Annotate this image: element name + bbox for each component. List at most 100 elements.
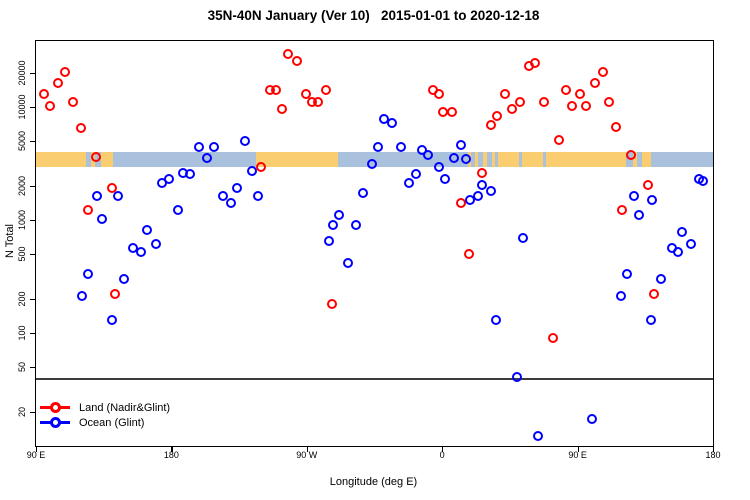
ocean-data-point <box>247 165 258 176</box>
band-segment-ocean <box>85 152 91 167</box>
ocean-data-point <box>411 169 422 180</box>
land-data-point <box>438 107 449 118</box>
x-axis-label: Longitude (deg E) <box>329 476 418 488</box>
ocean-data-point <box>107 314 118 325</box>
land-data-point <box>567 101 578 112</box>
land-data-point <box>277 104 288 115</box>
band-segment-land <box>642 152 652 167</box>
land-data-point <box>320 84 331 95</box>
ocean-data-point <box>328 219 339 230</box>
ocean-data-point <box>239 136 250 147</box>
ocean-data-point <box>194 141 205 152</box>
land-data-point <box>433 88 444 99</box>
band-segment-land <box>482 152 488 167</box>
band-segment-ocean <box>518 152 522 167</box>
ocean-data-point <box>511 372 522 383</box>
ocean-data-point <box>629 191 640 202</box>
land-data-point <box>456 197 467 208</box>
legend-item-land: Land (Nadir&Glint) <box>40 400 170 415</box>
land-data-point <box>626 150 637 161</box>
ocean-data-point <box>417 145 428 156</box>
ocean-data-point <box>395 141 406 152</box>
land-data-point <box>492 111 503 122</box>
y-tick <box>30 186 36 188</box>
ocean-data-point <box>150 239 161 250</box>
ocean-data-point <box>96 214 107 225</box>
band-segment-land <box>491 152 495 167</box>
ocean-data-point <box>645 314 656 325</box>
y-tick <box>30 299 36 301</box>
land-data-point <box>271 84 282 95</box>
land-data-point <box>597 67 608 78</box>
ocean-data-point <box>460 154 471 165</box>
legend-label-land: Land (Nadir&Glint) <box>79 401 171 414</box>
x-tick-label: 0 <box>439 450 445 460</box>
x-tick <box>171 446 173 452</box>
legend: Land (Nadir&Glint) Ocean (Glint) <box>40 400 170 430</box>
ocean-data-point <box>615 291 626 301</box>
ocean-data-point <box>350 219 361 230</box>
band-segment-ocean <box>112 152 256 167</box>
x-tick-label: 90 E <box>568 450 587 460</box>
land-data-point <box>499 88 510 99</box>
ocean-data-point <box>698 175 709 186</box>
y-tick-label: 50 <box>17 362 27 373</box>
y-tick-label: 10000 <box>17 94 27 120</box>
band-segment-ocean <box>651 152 713 167</box>
band-segment-ocean <box>487 152 492 167</box>
ocean-legend-marker-icon <box>40 417 70 428</box>
land-data-point <box>45 101 56 112</box>
x-tick <box>36 446 38 452</box>
land-data-point <box>110 288 121 299</box>
ocean-data-point <box>323 235 334 246</box>
land-data-point <box>514 96 525 107</box>
land-data-point <box>575 88 585 99</box>
band-segment-land <box>475 152 479 167</box>
land-data-point <box>256 162 267 173</box>
y-tick-label: 20 <box>17 407 27 418</box>
ocean-data-point <box>647 194 658 205</box>
x-tick-label: 180 <box>163 450 179 460</box>
land-data-point <box>75 123 86 134</box>
land-data-point <box>90 151 101 162</box>
ocean-data-point <box>587 414 598 425</box>
land-data-point <box>301 88 312 99</box>
band-segment-ocean <box>494 152 498 167</box>
y-tick <box>30 333 36 335</box>
y-tick <box>30 141 36 143</box>
y-tick <box>30 367 36 369</box>
band-segment-land <box>521 152 543 167</box>
y-tick-label: 20000 <box>17 60 27 86</box>
land-data-point <box>486 119 497 130</box>
ocean-data-point <box>472 191 483 202</box>
band-segment-ocean <box>478 152 483 167</box>
ocean-data-point <box>225 197 236 208</box>
ocean-data-point <box>83 268 94 279</box>
ocean-data-point <box>92 191 103 202</box>
x-tick <box>306 446 308 452</box>
land-data-point <box>477 167 488 178</box>
land-data-point <box>581 101 592 112</box>
y-tick-label: 1000 <box>17 210 27 231</box>
ocean-data-point <box>621 268 632 279</box>
land-data-point <box>447 107 458 118</box>
ocean-data-point <box>477 180 488 191</box>
band-segment-land <box>632 152 637 167</box>
ocean-data-point <box>231 182 242 193</box>
land-data-point <box>561 84 572 95</box>
ocean-data-point <box>358 188 369 199</box>
plot-area: 20 50 100 200 500 1000 2000 5000 10000 20000 90 E 1… <box>17 40 721 460</box>
x-tick <box>577 446 579 452</box>
land-data-point <box>292 56 303 67</box>
y-tick <box>30 107 36 109</box>
ocean-data-point <box>448 152 459 163</box>
x-tick-label: 90 E <box>26 450 46 460</box>
y-tick-label: 500 <box>17 246 27 262</box>
ocean-data-point <box>218 191 229 202</box>
ocean-data-point <box>386 117 397 128</box>
land-data-point <box>603 96 614 107</box>
x-tick <box>713 446 715 452</box>
x-tick-label: 90 W <box>296 450 318 460</box>
y-tick <box>30 412 36 414</box>
ocean-data-point <box>656 273 667 284</box>
